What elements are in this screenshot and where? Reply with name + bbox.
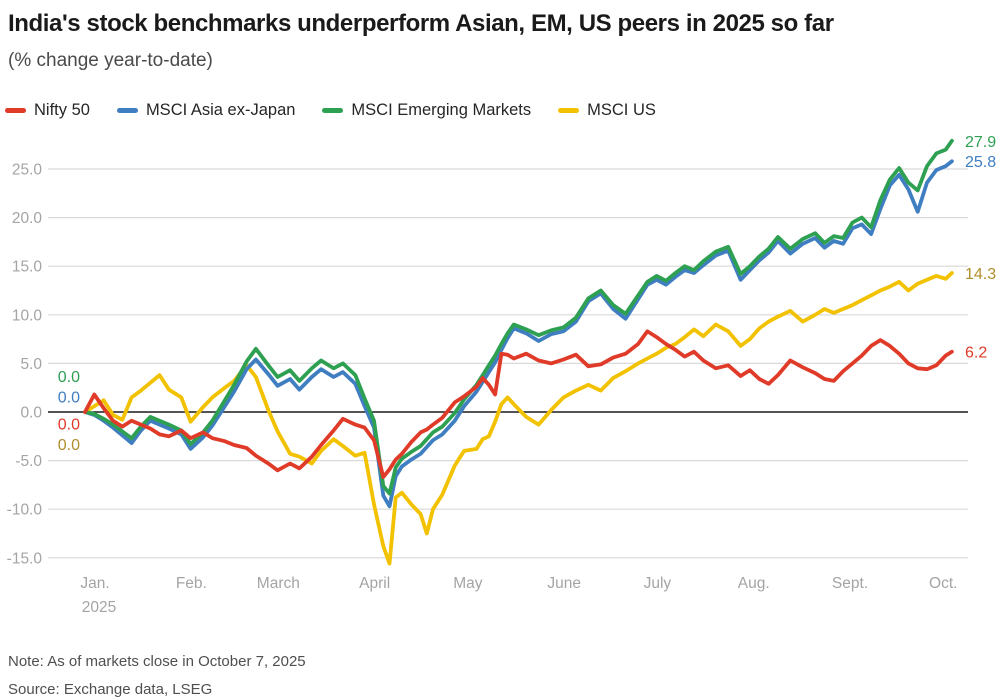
y-tick-label: 25.0 — [12, 162, 43, 179]
footnote: Note: As of markets close in October 7, … — [8, 653, 306, 670]
source-line: Source: Exchange data, LSEG — [8, 681, 213, 698]
legend-label: MSCI Asia ex-Japan — [145, 101, 296, 119]
legend-dash-icon — [322, 107, 344, 114]
legend-item-msci-asia-ex-japan: MSCI Asia ex-Japan — [116, 101, 296, 120]
series-line-msci-emerging-markets — [83, 138, 954, 496]
legend-item-msci-emerging-markets: MSCI Emerging Markets — [322, 101, 531, 120]
x-tick-label: July — [644, 575, 672, 592]
legend-dash-icon — [5, 107, 26, 114]
chart-svg: 25.0 20.0 15.0 10.0 5.0 0.0 -5.0 -10.0 -15.0 Jan.… — [7, 134, 997, 616]
legend-label: MSCI US — [587, 101, 656, 119]
x-tick-label: May — [453, 575, 483, 592]
series-start-label: 0.0 — [58, 389, 80, 406]
legend: Nifty 50 MSCI Asia ex-Japan MSCI Emerging … — [5, 101, 656, 120]
x-tick-label: April — [359, 575, 390, 592]
x-tick-label: June — [547, 575, 581, 592]
x-tick-label: Aug. — [738, 575, 770, 592]
grid-layer: 25.0 20.0 15.0 10.0 5.0 0.0 -5.0 -10.0 -15.0 Jan.… — [7, 162, 968, 616]
label-layer: 0.0 6.2 0.0 25.8 0.0 27.9 0.0 14.3 — [58, 134, 996, 454]
y-tick-label: -15.0 — [7, 550, 43, 567]
legend-dash-icon — [116, 107, 138, 114]
series-start-label: 0.0 — [58, 417, 80, 434]
series-end-label: 14.3 — [965, 266, 996, 283]
y-tick-label: -10.0 — [7, 502, 43, 519]
series-end-label: 25.8 — [965, 154, 996, 171]
y-tick-label: 15.0 — [12, 259, 43, 276]
y-tick-label: 10.0 — [12, 307, 43, 324]
y-tick-label: 20.0 — [12, 210, 43, 227]
series-end-label: 6.2 — [965, 345, 987, 362]
legend-label: Nifty 50 — [34, 101, 90, 119]
legend-item-nifty-50: Nifty 50 — [5, 101, 90, 120]
series-line-nifty-50 — [83, 329, 954, 480]
x-tick-label: March — [257, 575, 300, 592]
legend-item-msci-us: MSCI US — [558, 101, 656, 120]
x-tick-label: Oct. — [929, 575, 957, 592]
x-tick-label: Jan. — [80, 575, 109, 592]
page-title: India's stock benchmarks underperform As… — [8, 10, 834, 37]
x-tick-label: Sept. — [832, 575, 868, 592]
series-start-label: 0.0 — [58, 369, 80, 386]
y-tick-label: 0.0 — [20, 405, 42, 422]
series-layer — [83, 138, 954, 566]
legend-dash-icon — [558, 107, 580, 114]
page-subtitle: (% change year-to-date) — [8, 50, 213, 71]
series-line-msci-asia-ex-japan — [83, 159, 954, 509]
y-tick-label: -5.0 — [15, 453, 42, 470]
legend-label: MSCI Emerging Markets — [351, 101, 532, 119]
x-tick-label: Feb. — [176, 575, 207, 592]
x-tick-sublabel: 2025 — [82, 599, 116, 616]
series-start-label: 0.0 — [58, 437, 80, 454]
series-end-label: 27.9 — [965, 134, 996, 151]
series-line-msci-us — [83, 271, 954, 566]
y-tick-label: 5.0 — [20, 356, 42, 373]
